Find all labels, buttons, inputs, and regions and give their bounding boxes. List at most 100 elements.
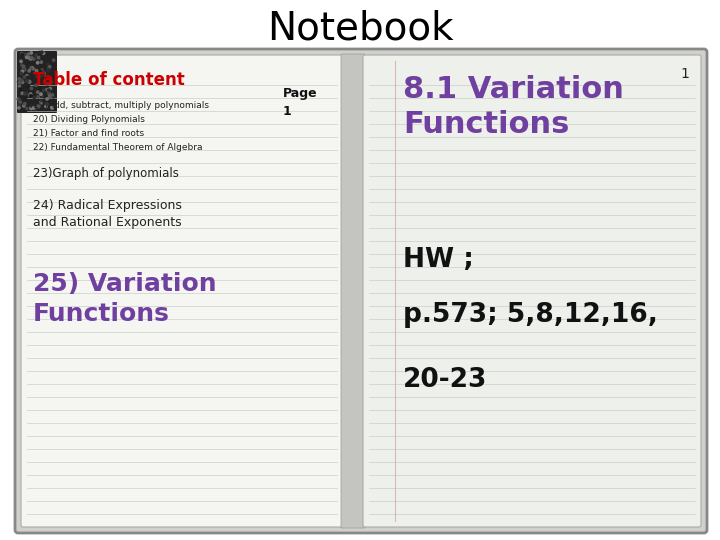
Circle shape [30, 107, 32, 110]
Circle shape [26, 75, 28, 77]
Circle shape [22, 81, 24, 84]
Circle shape [41, 51, 43, 53]
Circle shape [32, 58, 35, 60]
Circle shape [28, 80, 30, 83]
Circle shape [40, 102, 42, 104]
Circle shape [48, 66, 51, 68]
Circle shape [29, 94, 31, 97]
Circle shape [30, 58, 32, 60]
Circle shape [31, 105, 33, 107]
Circle shape [28, 57, 30, 59]
Circle shape [37, 57, 40, 59]
Circle shape [21, 70, 24, 73]
Circle shape [22, 65, 24, 68]
Circle shape [49, 87, 51, 90]
Circle shape [31, 66, 33, 69]
Circle shape [22, 105, 25, 107]
Text: Notebook: Notebook [266, 9, 454, 47]
Circle shape [38, 60, 41, 62]
Text: HW ;: HW ; [403, 247, 474, 273]
Circle shape [53, 59, 55, 62]
Circle shape [35, 75, 37, 77]
Circle shape [38, 105, 40, 108]
Circle shape [38, 104, 41, 107]
Circle shape [39, 51, 41, 54]
Circle shape [17, 80, 19, 83]
Circle shape [48, 69, 50, 72]
Circle shape [32, 68, 35, 70]
Circle shape [21, 52, 23, 55]
Circle shape [24, 53, 26, 56]
Circle shape [51, 107, 53, 109]
Circle shape [21, 53, 23, 56]
Circle shape [20, 79, 23, 82]
Circle shape [26, 79, 28, 82]
Text: 24) Radical Expressions
and Rational Exponents: 24) Radical Expressions and Rational Exp… [33, 199, 182, 229]
Circle shape [22, 68, 24, 70]
Circle shape [39, 87, 41, 90]
Text: 25) Variation
Functions: 25) Variation Functions [33, 272, 217, 326]
Circle shape [51, 93, 53, 96]
Circle shape [23, 76, 25, 78]
Circle shape [41, 95, 43, 97]
Text: Page
1: Page 1 [283, 87, 318, 118]
Circle shape [28, 81, 31, 83]
Circle shape [25, 92, 27, 94]
Circle shape [40, 82, 42, 84]
Circle shape [42, 75, 44, 77]
Circle shape [33, 96, 35, 99]
Circle shape [40, 61, 42, 63]
Circle shape [39, 70, 42, 72]
Text: 20-23: 20-23 [403, 367, 487, 393]
Circle shape [43, 72, 45, 75]
Circle shape [22, 97, 24, 100]
Circle shape [46, 98, 48, 100]
Circle shape [24, 103, 26, 105]
Circle shape [30, 52, 32, 54]
Circle shape [29, 57, 32, 60]
Circle shape [35, 70, 37, 72]
Text: 23)Graph of polynomials: 23)Graph of polynomials [33, 167, 179, 180]
Circle shape [30, 106, 32, 109]
Circle shape [26, 107, 28, 110]
Circle shape [18, 104, 20, 106]
Circle shape [18, 78, 20, 80]
Circle shape [48, 89, 50, 91]
Text: 22) Fundamental Theorem of Algebra: 22) Fundamental Theorem of Algebra [33, 143, 202, 152]
Circle shape [47, 70, 49, 72]
Text: p.573; 5,8,12,16,: p.573; 5,8,12,16, [403, 302, 658, 328]
Circle shape [48, 89, 50, 91]
Circle shape [18, 106, 20, 109]
Circle shape [40, 102, 42, 105]
Circle shape [37, 105, 40, 107]
Circle shape [50, 106, 53, 109]
Circle shape [35, 54, 37, 56]
Circle shape [21, 92, 24, 94]
FancyBboxPatch shape [21, 55, 343, 527]
Circle shape [42, 52, 45, 55]
Text: 20) Dividing Polynomials: 20) Dividing Polynomials [33, 115, 145, 124]
Circle shape [48, 68, 50, 70]
Text: 1: 1 [680, 67, 689, 81]
Circle shape [50, 80, 52, 83]
Circle shape [43, 96, 45, 98]
Circle shape [42, 89, 45, 91]
Circle shape [30, 93, 32, 95]
Circle shape [40, 93, 42, 96]
Circle shape [19, 82, 21, 84]
Text: 8.1 Variation
Functions: 8.1 Variation Functions [403, 75, 624, 139]
Circle shape [20, 60, 22, 63]
FancyBboxPatch shape [363, 55, 701, 527]
Circle shape [37, 91, 39, 93]
Circle shape [27, 85, 30, 87]
Circle shape [35, 108, 37, 110]
Text: 21) Factor and find roots: 21) Factor and find roots [33, 129, 144, 138]
Circle shape [45, 89, 48, 91]
Circle shape [35, 84, 37, 86]
Circle shape [18, 85, 21, 87]
Circle shape [40, 69, 43, 71]
Circle shape [21, 64, 23, 66]
Circle shape [28, 70, 30, 72]
FancyBboxPatch shape [341, 54, 365, 528]
Circle shape [30, 87, 32, 90]
